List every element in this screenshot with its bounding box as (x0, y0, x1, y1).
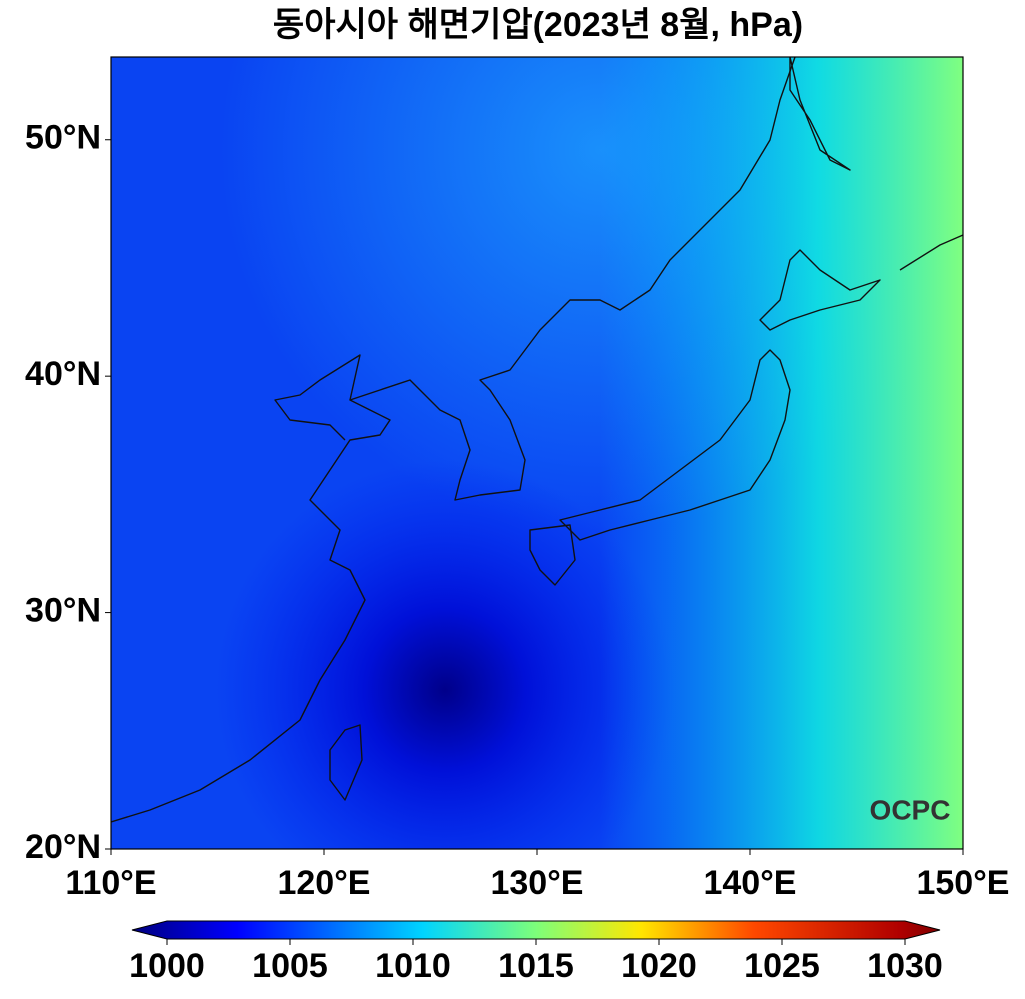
coastline (329, 724, 363, 801)
colorbar-tick-label: 1025 (744, 947, 820, 985)
logo: OCPC (870, 794, 951, 825)
x-tick-label: 130°E (490, 864, 583, 902)
y-tick-label: 20°N (25, 828, 101, 866)
coastline (559, 349, 791, 541)
colorbar-tick-label: 1030 (867, 947, 943, 985)
colorbar-tick-label: 1015 (498, 947, 574, 985)
coastline (274, 354, 361, 441)
x-tick-label: 140°E (703, 864, 796, 902)
colorbar-tick-label: 1020 (621, 947, 697, 985)
x-tick-label: 150°E (916, 864, 1009, 902)
y-tick-label: 30°N (25, 592, 101, 630)
map-title: 동아시아 해면기압(2023년 8월, hPa) (273, 6, 803, 44)
coastline (111, 57, 796, 823)
coastline (899, 234, 963, 271)
colorbar-tick-label: 1000 (129, 947, 205, 985)
colorbar-tick-label: 1005 (252, 947, 328, 985)
coastline (759, 249, 881, 331)
coastline (789, 57, 851, 171)
y-tick-label: 40°N (25, 355, 101, 393)
coastline (529, 524, 576, 586)
x-tick-label: 120°E (277, 864, 370, 902)
pressure-field (111, 57, 963, 849)
colorbar (131, 920, 941, 940)
y-tick-label: 50°N (25, 119, 101, 157)
colorbar-tick-label: 1010 (375, 947, 451, 985)
x-tick-label: 110°E (65, 864, 156, 902)
